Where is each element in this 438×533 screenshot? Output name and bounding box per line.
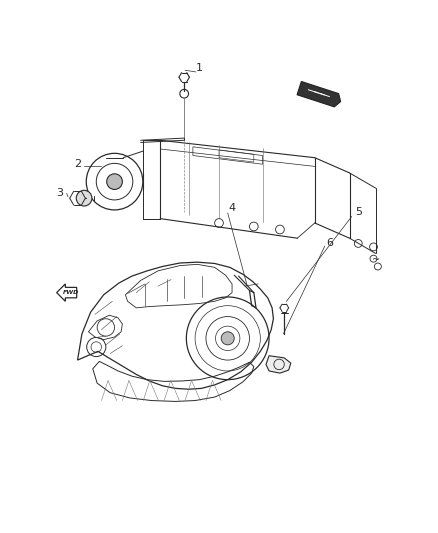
Text: 2: 2 (74, 159, 81, 169)
Text: 1: 1 (196, 63, 203, 74)
Circle shape (221, 332, 234, 345)
Polygon shape (266, 356, 291, 373)
Text: FWD: FWD (62, 290, 79, 295)
Text: 5: 5 (355, 207, 362, 217)
Text: 6: 6 (326, 238, 333, 247)
Text: 3: 3 (57, 188, 64, 198)
Circle shape (76, 190, 92, 206)
Text: 4: 4 (229, 203, 236, 213)
Text: ~: ~ (371, 255, 380, 265)
Polygon shape (57, 284, 77, 301)
Circle shape (107, 174, 122, 189)
Polygon shape (297, 82, 341, 107)
